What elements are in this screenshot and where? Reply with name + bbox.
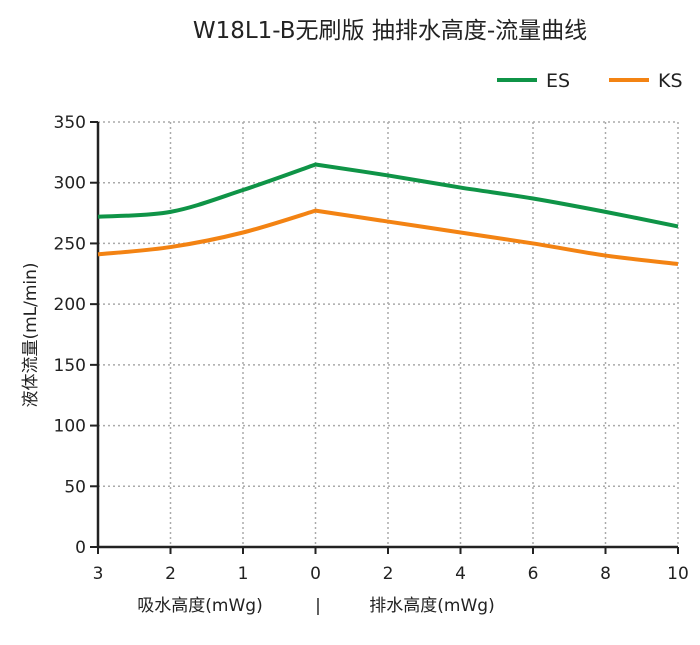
y-tick-label: 250: [54, 234, 86, 254]
x-tick-label: 2: [165, 564, 176, 584]
y-axis-label: 液体流量(mL/min): [21, 262, 41, 407]
y-tick-label: 350: [54, 113, 86, 133]
x-tick-label: 4: [455, 564, 466, 584]
y-tick-label: 100: [54, 417, 86, 437]
chart-title: W18L1-B无刷版 抽排水高度-流量曲线: [193, 18, 587, 44]
legend-label-es: ES: [546, 70, 570, 92]
x-tick-label: 0: [310, 564, 321, 584]
x-axis-separator: |: [315, 596, 321, 616]
y-tick-label: 300: [54, 174, 86, 194]
x-axis-label-left: 吸水高度(mWg): [137, 596, 262, 616]
y-tick-label: 150: [54, 356, 86, 376]
y-tick-label: 0: [75, 538, 86, 558]
x-tick-label: 1: [238, 564, 249, 584]
x-axis-label-right: 排水高度(mWg): [369, 596, 494, 616]
y-tick-label: 200: [54, 295, 86, 315]
series-line-es: [97, 162, 679, 229]
x-tick-label: 8: [600, 564, 611, 584]
series-line-ks: [97, 208, 679, 267]
x-tick-label: 2: [383, 564, 394, 584]
x-tick-label: 6: [528, 564, 539, 584]
x-tick-label: 3: [93, 564, 104, 584]
x-tick-label: 10: [667, 564, 689, 584]
y-tick-label: 50: [64, 477, 86, 497]
legend-label-ks: KS: [658, 70, 683, 92]
